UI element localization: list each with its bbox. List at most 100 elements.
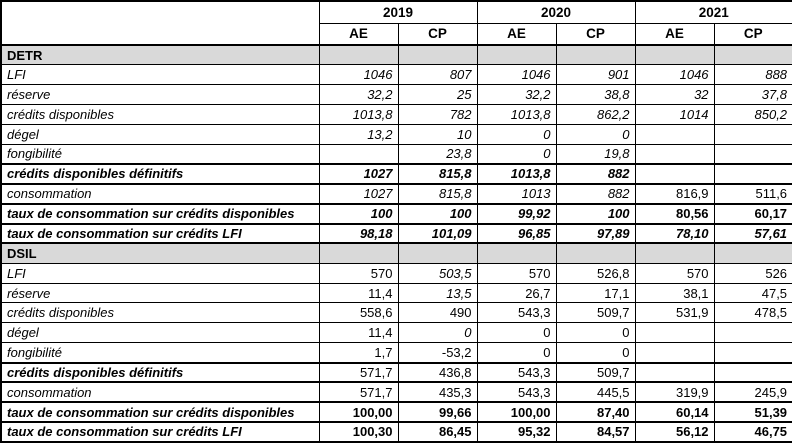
table-cell: 100 <box>397 202 478 225</box>
table-cell: 37,8 <box>713 84 792 106</box>
subheader-row: AE CP AE CP AE CP <box>1 22 792 46</box>
row-label: consommation <box>0 381 320 403</box>
table-cell: 1046 <box>476 64 557 86</box>
table-cell: 19,8 <box>555 143 636 165</box>
section-cell <box>555 44 636 66</box>
table-cell: 0 <box>555 123 636 145</box>
table-cell: 543,3 <box>476 361 557 384</box>
table-cell: 60,14 <box>634 401 715 424</box>
table-cell: 503,5 <box>397 262 478 284</box>
table-cell: 782 <box>397 104 478 125</box>
table-cell: 807 <box>397 64 478 86</box>
table-cell: 84,57 <box>555 421 636 443</box>
table-cell: 13,2 <box>318 123 399 145</box>
table-cell: 97,89 <box>555 222 636 245</box>
table-header: 2019 2020 2021 AE CP AE CP AE CP <box>0 0 792 46</box>
table-cell: 23,8 <box>397 143 478 165</box>
table-row: crédits disponibles 1013,8 782 1013,8 862,2 1… <box>0 104 792 125</box>
section-cell <box>555 242 636 264</box>
table-cell: 815,8 <box>397 163 478 185</box>
table-cell: 1014 <box>634 104 715 125</box>
table-cell: 100,30 <box>318 421 399 443</box>
table-cell: 26,7 <box>476 282 557 304</box>
table-cell: 1027 <box>318 183 399 205</box>
table-row: dégel 11,4 0 0 0 <box>0 322 792 344</box>
year-header-2019: 2019 <box>318 0 478 24</box>
section-cell <box>476 44 557 66</box>
year-header-2020: 2020 <box>476 0 636 24</box>
table-cell: 46,75 <box>713 421 792 443</box>
table-row: taux de consommation sur crédits LFI 98,1… <box>0 222 792 245</box>
table-cell: 436,8 <box>397 361 478 384</box>
table-cell: 100 <box>555 202 636 225</box>
table-row: LFI 570 503,5 570 526,8 570 526 <box>0 262 792 284</box>
table-cell: 862,2 <box>555 104 636 125</box>
table-cell: 435,3 <box>397 381 478 403</box>
table-row: fongibilité 23,8 0 19,8 <box>0 143 792 165</box>
table-cell: 0 <box>476 143 557 165</box>
table-cell: 100,00 <box>318 401 399 424</box>
table-row: consommation 571,7 435,3 543,3 445,5 319,9 245… <box>0 381 792 403</box>
table-cell: 571,7 <box>318 381 399 403</box>
table-cell: 526 <box>713 262 792 284</box>
table-cell <box>634 361 715 384</box>
table-row: taux de consommation sur crédits LFI 100,… <box>0 421 792 443</box>
table-cell <box>713 143 792 165</box>
table-cell <box>634 322 715 344</box>
table-row: crédits disponibles définitifs 571,7 436,8… <box>0 361 792 384</box>
table-cell: 1046 <box>318 64 399 86</box>
subheader-ae: AE <box>318 22 399 46</box>
table-cell: 571,7 <box>318 361 399 384</box>
table-cell: 51,39 <box>713 401 792 424</box>
row-label: crédits disponibles <box>0 104 320 125</box>
table-cell: 1027 <box>318 163 399 185</box>
section-cell <box>634 44 715 66</box>
table-row: LFI 1046 807 1046 901 1046 888 <box>0 64 792 86</box>
table-cell: 1,7 <box>318 342 399 363</box>
row-label: taux de consommation sur crédits LFI <box>0 222 320 245</box>
section-cell <box>397 242 478 264</box>
table-cell: 38,8 <box>555 84 636 106</box>
table-cell: 100 <box>318 202 399 225</box>
table-cell: 32,2 <box>476 84 557 106</box>
table-row: dégel 13,2 10 0 0 <box>0 123 792 145</box>
section-row: DETR <box>0 44 792 66</box>
table-cell: 511,6 <box>713 183 792 205</box>
row-label: crédits disponibles <box>0 302 320 324</box>
section-cell <box>713 44 792 66</box>
table-cell: 1046 <box>634 64 715 86</box>
table-cell: 100,00 <box>476 401 557 424</box>
table-cell <box>713 123 792 145</box>
table-row: réserve 32,2 25 32,2 38,8 32 37,8 <box>0 84 792 106</box>
table-cell: 882 <box>555 163 636 185</box>
table-cell <box>634 342 715 363</box>
table-cell: 86,45 <box>397 421 478 443</box>
table-cell: 1013,8 <box>318 104 399 125</box>
table-row: crédits disponibles 558,6 490 543,3 509,7 531… <box>0 302 792 324</box>
table-cell: 13,5 <box>397 282 478 304</box>
table-cell: 25 <box>397 84 478 106</box>
table-cell: 509,7 <box>555 361 636 384</box>
section-row: DSIL <box>0 242 792 264</box>
table-cell <box>713 163 792 185</box>
corner-cell <box>0 0 320 46</box>
section-cell <box>318 44 399 66</box>
row-label: réserve <box>0 282 320 304</box>
table-body: DETR LFI 1046 807 1046 901 1046 888 réserve 32,2 2… <box>0 44 792 443</box>
table-cell: 11,4 <box>318 282 399 304</box>
table-cell: 11,4 <box>318 322 399 344</box>
row-label: taux de consommation sur crédits disponi… <box>0 202 320 225</box>
table-cell <box>713 342 792 363</box>
table-cell: 478,5 <box>713 302 792 324</box>
section-cell <box>318 242 399 264</box>
table-cell: 17,1 <box>555 282 636 304</box>
table-cell: 245,9 <box>713 381 792 403</box>
table-row: taux de consommation sur crédits disponi… <box>0 202 792 225</box>
table-cell: 888 <box>713 64 792 86</box>
table-cell: 1013 <box>476 183 557 205</box>
table-cell: 526,8 <box>555 262 636 284</box>
table-cell: 570 <box>634 262 715 284</box>
table-cell: 882 <box>555 183 636 205</box>
subheader-cp: CP <box>397 22 478 46</box>
table-cell: 570 <box>476 262 557 284</box>
